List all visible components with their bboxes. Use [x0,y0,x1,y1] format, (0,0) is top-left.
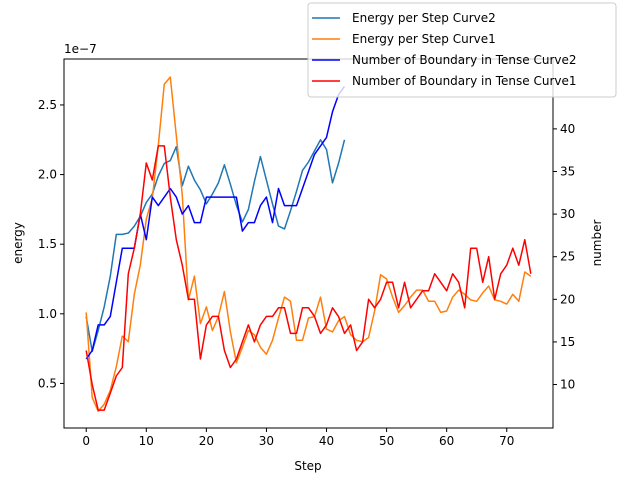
series-line-4 [85,145,532,411]
y-left-tick-label: 1.5 [38,237,57,251]
y-right-tick-label: 15 [560,335,575,349]
x-tick-label: 50 [379,434,394,448]
y-left-tick-label: 0.5 [38,376,57,390]
series-line-1 [85,139,346,353]
y-right-tick-label: 25 [560,250,575,264]
legend-label-4: Number of Boundary in Tense Curve1 [352,74,577,88]
x-tick-label: 30 [259,434,274,448]
legend-label-2: Energy per Step Curve1 [352,32,496,46]
x-tick-label: 0 [82,434,90,448]
y-left-tick-label: 2.0 [38,168,57,182]
y-axis-right: 10 15 20 25 30 35 40 [553,122,575,392]
x-axis: 0 10 20 30 40 50 60 70 [82,428,514,448]
legend-label-1: Energy per Step Curve2 [352,11,496,25]
legend-box [307,2,617,98]
legend: Energy per Step Curve2 Energy per Step Cu… [307,2,617,98]
y-axis-left-offset-label: 1e−7 [64,42,97,56]
x-tick-label: 60 [439,434,454,448]
x-tick-label: 10 [139,434,154,448]
y-left-tick-label: 1.0 [38,307,57,321]
y-axis-right-label: number [590,220,604,267]
y-axis-left: 0.5 1.0 1.5 2.0 2.5 [38,98,64,390]
x-tick-label: 70 [499,434,514,448]
y-right-tick-label: 30 [560,207,575,221]
series-line-3 [85,85,346,360]
legend-label-3: Number of Boundary in Tense Curve2 [352,53,577,67]
x-tick-label: 40 [319,434,334,448]
y-axis-left-label: energy [11,222,25,264]
y-right-tick-label: 40 [560,122,575,136]
x-axis-label: Step [294,459,321,473]
y-right-tick-label: 10 [560,378,575,392]
x-tick-label: 20 [199,434,214,448]
series-line-2 [85,76,532,413]
plot-lines [85,76,532,413]
y-right-tick-label: 20 [560,292,575,306]
y-left-tick-label: 2.5 [38,98,57,112]
plot-frame [63,58,554,429]
y-right-tick-label: 35 [560,164,575,178]
